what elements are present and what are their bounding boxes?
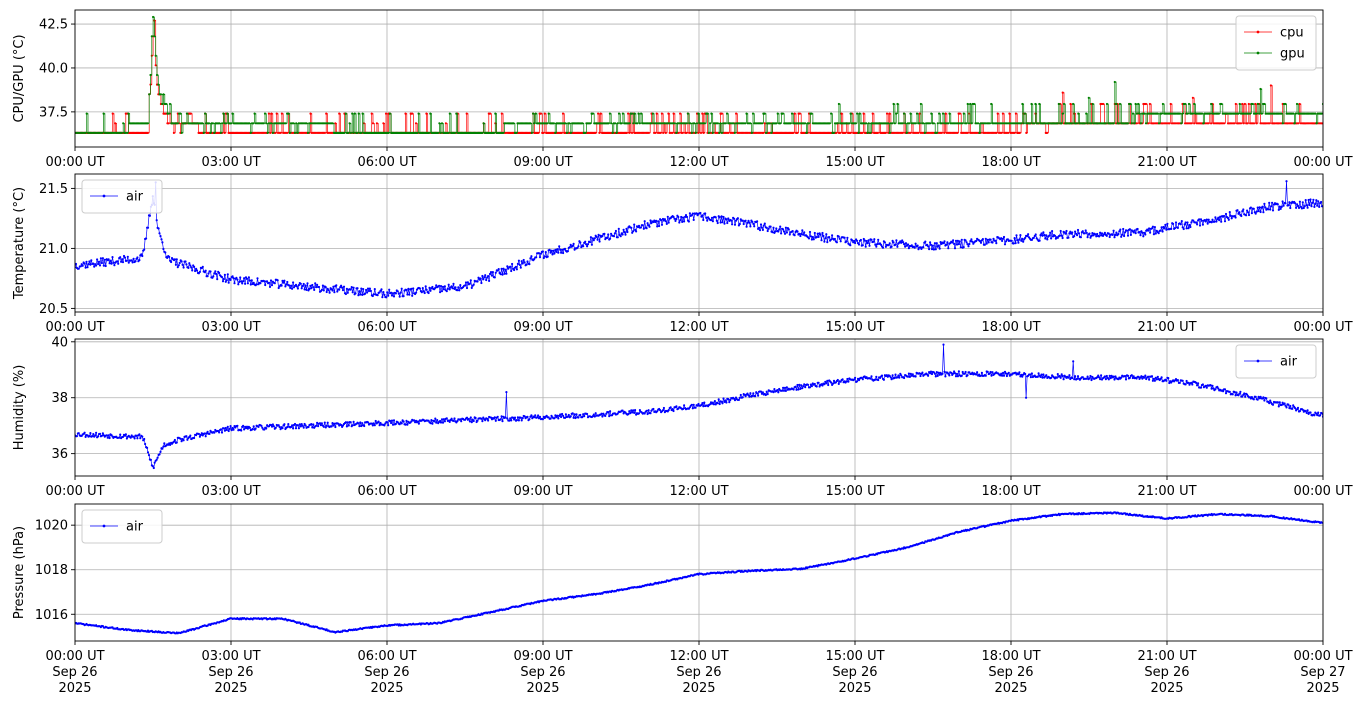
legend-box: [81, 509, 163, 544]
x-tick-label: 12:00 UT: [669, 484, 728, 499]
y-axis-label: Pressure (hPa): [12, 526, 27, 619]
x-tick-label: 00:00 UT: [45, 155, 104, 170]
series-gpu: [75, 15, 1323, 135]
x-tick-label: 18:00 UT: [981, 155, 1040, 170]
grid: [74, 174, 1324, 312]
y-axis-label: Humidity (%): [12, 365, 27, 451]
x-tick-label: 09:00 UT Sep 26 2025: [513, 649, 572, 696]
x-tick-label: 18:00 UT: [981, 320, 1040, 335]
y-tick-label: 42.5: [39, 18, 68, 33]
legend-label-air: air: [126, 520, 144, 535]
series-markers-cpu: [75, 19, 1323, 135]
x-tick-label: 06:00 UT: [357, 484, 416, 499]
x-tick-label: 15:00 UT: [825, 155, 884, 170]
x-tick-label: 21:00 UT: [1137, 484, 1196, 499]
x-tick-label: 03:00 UT: [201, 155, 260, 170]
legend-marker-air: [102, 524, 106, 528]
legend: air: [1235, 344, 1317, 379]
legend-marker-air: [1256, 359, 1260, 363]
x-tick-label: 00:00 UT: [45, 484, 104, 499]
grid: [74, 339, 1324, 476]
y-tick-label: 21.5: [39, 182, 68, 197]
y-tick-label: 1016: [35, 608, 68, 623]
legend-marker-air: [102, 194, 106, 198]
y-tick-label: 36: [51, 447, 68, 462]
grid: [74, 504, 1324, 641]
x-tick-label: 00:00 UT: [1293, 484, 1352, 499]
x-tick-label: 00:00 UT: [1293, 155, 1352, 170]
x-tick-label: 06:00 UT Sep 26 2025: [357, 649, 416, 696]
x-tick-label: 18:00 UT Sep 26 2025: [981, 649, 1040, 696]
series-air: [75, 180, 1323, 299]
legend-box: [81, 179, 163, 214]
legend-marker-gpu: [1256, 51, 1260, 55]
legend-label-gpu: gpu: [1280, 47, 1305, 62]
legend-label-cpu: cpu: [1280, 26, 1304, 41]
grid: [74, 10, 1324, 147]
legend-label-air: air: [126, 190, 144, 205]
series-markers-air: [75, 343, 1323, 470]
y-tick-label: 38: [51, 391, 68, 406]
legend-label-air: air: [1280, 355, 1298, 370]
y-tick-label: 21.0: [39, 242, 68, 257]
x-tick-label: 03:00 UT: [201, 320, 260, 335]
x-tick-label: 18:00 UT: [981, 484, 1040, 499]
x-tick-label: 12:00 UT: [669, 320, 728, 335]
x-tick-label: 00:00 UT: [45, 320, 104, 335]
x-tick-label: 03:00 UT Sep 26 2025: [201, 649, 260, 696]
y-axis-label: CPU/GPU (°C): [12, 34, 27, 122]
x-tick-label: 00:00 UT: [1293, 320, 1352, 335]
x-tick-label: 15:00 UT Sep 26 2025: [825, 649, 884, 696]
legend-box: [1235, 15, 1317, 71]
legend: air: [81, 179, 163, 214]
x-tick-label: 06:00 UT: [357, 155, 416, 170]
y-tick-label: 37.5: [39, 105, 68, 120]
series-air: [75, 343, 1323, 470]
chart-panel-1: 37.5 40.0 42.5 00:00 UT 03:00 UT 06:00 UT 09:0…: [12, 9, 1353, 170]
x-tick-label: 00:00 UT Sep 26 2025: [45, 649, 104, 696]
series-air: [75, 511, 1323, 635]
x-tick-label: 21:00 UT: [1137, 320, 1196, 335]
y-tick-label: 1020: [35, 519, 68, 534]
legend: air: [81, 509, 163, 544]
series-markers-air: [75, 511, 1323, 635]
x-tick-label: 21:00 UT: [1137, 155, 1196, 170]
legend-box: [1235, 344, 1317, 379]
x-tick-label: 12:00 UT Sep 26 2025: [669, 649, 728, 696]
x-tick-label: 09:00 UT: [513, 484, 572, 499]
legend-marker-cpu: [1256, 30, 1260, 34]
x-tick-label: 03:00 UT: [201, 484, 260, 499]
x-tick-label: 21:00 UT Sep 26 2025: [1137, 649, 1196, 696]
x-tick-label: 15:00 UT: [825, 484, 884, 499]
x-tick-label: 06:00 UT: [357, 320, 416, 335]
y-axis-label: Temperature (°C): [12, 187, 27, 300]
x-tick-label: 09:00 UT: [513, 155, 572, 170]
chart-panel-2: 20.5 21.0 21.5 00:00 UT 03:00 UT 06:00 UT 09:0…: [12, 173, 1353, 335]
y-tick-label: 20.5: [39, 302, 68, 317]
x-tick-label: 15:00 UT: [825, 320, 884, 335]
legend: cpu gpu: [1235, 15, 1317, 71]
y-tick-label: 1018: [35, 563, 68, 578]
x-tick-label: 12:00 UT: [669, 155, 728, 170]
chart-panel-3: 36 38 40 00:00 UT 03:00 UT 06:00 UT 09:00 UT 12…: [12, 335, 1353, 499]
y-tick-label: 40: [51, 335, 68, 350]
chart-panel-4: 1016 1018 1020 00:00 UT Sep 26 2025 03:00 UT Se…: [12, 503, 1353, 696]
x-tick-label: 00:00 UT Sep 27 2025: [1293, 649, 1352, 696]
x-tick-label: 09:00 UT: [513, 320, 572, 335]
y-tick-label: 40.0: [39, 61, 68, 76]
